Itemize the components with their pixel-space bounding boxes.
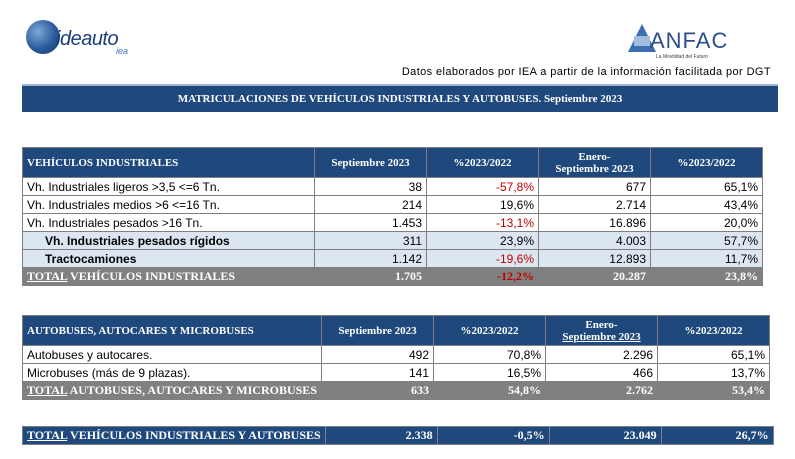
row-label: Vh. Industriales ligeros >3,5 <=6 Tn. [22,177,315,196]
header-ytd-line2: Septiembre 2023 [555,162,634,175]
total-pct-month: 54,8% [433,381,546,400]
header-month: Septiembre 2023 [314,147,427,178]
row-label: Tractocamiones [22,249,315,268]
total-row: TOTAL VEHÍCULOS INDUSTRIALES 1.705 -12,2… [22,267,763,286]
row-pct-month: -57,8% [426,177,539,196]
header-ytd: Enero- Septiembre 2023 [545,315,658,346]
row-month-value: 492 [321,345,434,364]
globe-icon [26,20,60,54]
total-label-a: TOTAL [27,383,68,397]
grand-total-label-b: VEHÍCULOS INDUSTRIALES Y AUTOBUSES [67,428,321,442]
row-pct-month: 70,8% [433,345,546,364]
source-note: Datos elaborados por IEA a partir de la … [401,66,771,78]
grand-total-label: TOTAL VEHÍCULOS INDUSTRIALES Y AUTOBUSES [22,426,326,445]
total-label: TOTAL VEHÍCULOS INDUSTRIALES [22,267,315,286]
header-pct-month: %2023/2022 [426,147,539,178]
total-label-b: AUTOBUSES, AUTOCARES Y MICROBUSES [67,383,317,397]
total-label: TOTAL AUTOBUSES, AUTOCARES Y MICROBUSES [22,381,322,400]
total-label-a: TOTAL [27,269,68,283]
total-label-b: VEHÍCULOS INDUSTRIALES [67,269,236,283]
row-ytd-value: 4.003 [538,231,651,250]
grand-total-label-a: TOTAL [27,428,68,442]
total-pct-month: -12,2% [426,267,539,286]
header-pct-ytd: %2023/2022 [657,315,770,346]
row-pct-ytd: 57,7% [650,231,763,250]
total-ytd-value: 20.287 [538,267,651,286]
row-month-value: 311 [314,231,427,250]
row-ytd-value: 2.714 [538,195,651,214]
row-pct-ytd: 20,0% [650,213,763,232]
grand-total-table: TOTAL VEHÍCULOS INDUSTRIALES Y AUTOBUSES… [22,426,774,445]
row-label: Autobuses y autocares. [22,345,322,364]
row-pct-ytd: 43,4% [650,195,763,214]
table-row: Vh. Industriales ligeros >3,5 <=6 Tn. 38… [22,177,763,196]
ideauto-brand-text: ideauto [56,28,119,50]
ideauto-sub-text: iea [116,46,129,56]
row-month-value: 214 [314,195,427,214]
header-ytd-line1: Enero- [578,150,611,163]
grand-total-month-value: 2.338 [324,426,438,445]
header-month: Septiembre 2023 [321,315,434,346]
table-subrow: Tractocamiones 1.142 -19,6% 12.893 11,7% [22,249,763,268]
table-subrow: Vh. Industriales pesados rígidos 311 23,… [22,231,763,250]
ideauto-logo: ideauto iea [26,18,156,58]
header-ytd-line2: Septiembre 2023 [562,330,641,343]
row-ytd-value: 677 [538,177,651,196]
table-row: Autobuses y autocares. 492 70,8% 2.296 6… [22,345,770,364]
row-month-value: 1.453 [314,213,427,232]
row-pct-month: -19,6% [426,249,539,268]
table-header-row: AUTOBUSES, AUTOCARES Y MICROBUSES Septie… [22,315,770,346]
row-month-value: 38 [314,177,427,196]
total-month-value: 1.705 [314,267,427,286]
total-pct-ytd: 23,8% [650,267,763,286]
header-category: AUTOBUSES, AUTOCARES Y MICROBUSES [22,315,322,346]
industrial-vehicles-table: VEHÍCULOS INDUSTRIALES Septiembre 2023 %… [22,147,763,286]
grand-total-pct-ytd: 26,7% [660,426,774,445]
row-ytd-value: 12.893 [538,249,651,268]
header-pct-month: %2023/2022 [433,315,546,346]
total-ytd-value: 2.762 [545,381,658,400]
row-pct-ytd: 11,7% [650,249,763,268]
anfac-brand-text: ANFAC [650,28,729,53]
grand-total-pct-month: -0,5% [436,426,550,445]
row-label: Microbuses (más de 9 plazas). [22,363,322,382]
buses-table: AUTOBUSES, AUTOCARES Y MICROBUSES Septie… [22,315,770,400]
anfac-mark-detail [634,36,650,46]
total-month-value: 633 [321,381,434,400]
header-pct-ytd: %2023/2022 [650,147,763,178]
row-pct-month: 23,9% [426,231,539,250]
grand-total-ytd-value: 23.049 [548,426,662,445]
grand-total-row: TOTAL VEHÍCULOS INDUSTRIALES Y AUTOBUSES… [22,426,774,445]
row-ytd-value: 2.296 [545,345,658,364]
row-ytd-value: 16.896 [538,213,651,232]
anfac-tagline: La Movilidad del Futuro [656,54,708,60]
row-pct-ytd: 65,1% [657,345,770,364]
table-row: Vh. Industriales pesados >16 Tn. 1.453 -… [22,213,763,232]
row-pct-ytd: 65,1% [650,177,763,196]
anfac-logo: ANFAC La Movilidad del Futuro [628,22,748,62]
total-row: TOTAL AUTOBUSES, AUTOCARES Y MICROBUSES … [22,381,770,400]
total-pct-ytd: 53,4% [657,381,770,400]
row-label: Vh. Industriales pesados >16 Tn. [22,213,315,232]
header-ytd-line1: Enero- [585,318,618,331]
table-header-row: VEHÍCULOS INDUSTRIALES Septiembre 2023 %… [22,147,763,178]
row-ytd-value: 466 [545,363,658,382]
row-pct-month: 16,5% [433,363,546,382]
row-pct-month: 19,6% [426,195,539,214]
row-pct-month: -13,1% [426,213,539,232]
row-label: Vh. Industriales pesados rígidos [22,231,315,250]
report-title-banner: MATRICULACIONES DE VEHÍCULOS INDUSTRIALE… [22,84,778,112]
table-row: Microbuses (más de 9 plazas). 141 16,5% … [22,363,770,382]
table-row: Vh. Industriales medios >6 <=16 Tn. 214 … [22,195,763,214]
row-label: Vh. Industriales medios >6 <=16 Tn. [22,195,315,214]
header-ytd: Enero- Septiembre 2023 [538,147,651,178]
row-month-value: 141 [321,363,434,382]
row-month-value: 1.142 [314,249,427,268]
row-pct-ytd: 13,7% [657,363,770,382]
header-category: VEHÍCULOS INDUSTRIALES [22,147,315,178]
